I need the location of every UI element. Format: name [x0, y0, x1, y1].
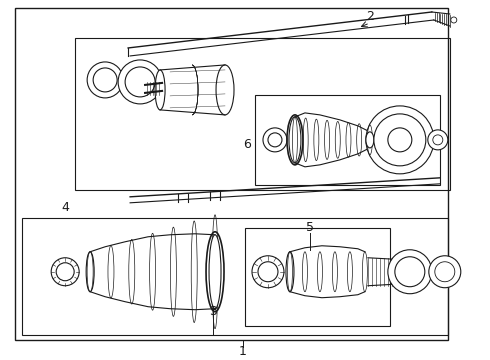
Circle shape — [435, 262, 455, 282]
Circle shape — [268, 133, 282, 147]
Ellipse shape — [155, 70, 165, 110]
Circle shape — [56, 263, 74, 281]
Circle shape — [263, 128, 287, 152]
Text: 2: 2 — [366, 10, 374, 23]
Circle shape — [433, 135, 443, 145]
Circle shape — [258, 262, 278, 282]
Text: 1: 1 — [239, 345, 247, 358]
Ellipse shape — [86, 252, 94, 292]
Circle shape — [388, 250, 432, 294]
Circle shape — [125, 67, 155, 97]
Ellipse shape — [209, 235, 221, 309]
Text: 5: 5 — [306, 221, 314, 234]
Circle shape — [252, 256, 284, 288]
Circle shape — [87, 62, 123, 98]
Ellipse shape — [366, 132, 374, 148]
Circle shape — [388, 128, 412, 152]
Circle shape — [51, 258, 79, 286]
Circle shape — [93, 68, 117, 92]
Circle shape — [428, 130, 448, 150]
Circle shape — [395, 257, 425, 287]
Circle shape — [366, 106, 434, 174]
Ellipse shape — [216, 65, 234, 115]
Circle shape — [429, 256, 461, 288]
Text: 6: 6 — [243, 138, 251, 151]
Circle shape — [451, 17, 457, 23]
Ellipse shape — [289, 117, 301, 163]
Circle shape — [118, 60, 162, 104]
Text: 4: 4 — [61, 201, 69, 214]
Text: 3: 3 — [209, 305, 217, 318]
Ellipse shape — [286, 252, 294, 292]
Circle shape — [374, 114, 426, 166]
Bar — [255, 95, 440, 185]
Bar — [245, 228, 390, 326]
